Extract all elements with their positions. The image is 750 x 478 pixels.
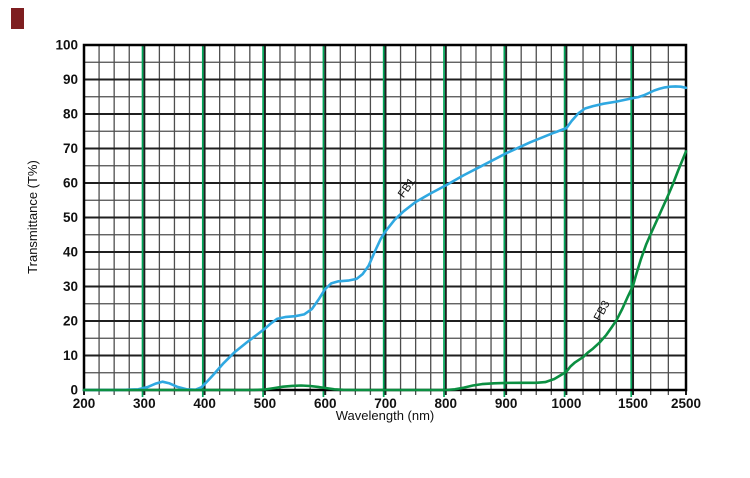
y-tick-label: 0 bbox=[70, 383, 78, 398]
curve-fb1 bbox=[82, 85, 688, 392]
x-tick-label: 2500 bbox=[671, 396, 701, 411]
x-tick-label: 400 bbox=[193, 396, 216, 411]
y-tick-label: 100 bbox=[55, 38, 78, 53]
y-axis-title: Transmittance (T%) bbox=[25, 160, 40, 274]
x-axis-title: Wavelength (nm) bbox=[336, 408, 435, 423]
x-tick-label: 1500 bbox=[618, 396, 648, 411]
y-tick-label: 30 bbox=[63, 279, 78, 294]
y-tick-label: 70 bbox=[63, 141, 78, 156]
x-tick-label: 600 bbox=[314, 396, 337, 411]
x-tick-label: 700 bbox=[374, 396, 397, 411]
y-tick-label: 50 bbox=[63, 210, 78, 225]
series-label-fb3: FB3 bbox=[592, 299, 612, 323]
y-tick-label: 10 bbox=[63, 348, 78, 363]
x-tick-label: 500 bbox=[254, 396, 277, 411]
curve-fb3 bbox=[82, 150, 688, 392]
series-label-fb1: FB1 bbox=[396, 176, 418, 200]
x-tick-label: 800 bbox=[435, 396, 458, 411]
x-tick-label: 300 bbox=[133, 396, 156, 411]
highlight-gridlines bbox=[141, 45, 633, 397]
x-tick-label: 1000 bbox=[551, 396, 581, 411]
y-tick-label: 80 bbox=[63, 107, 78, 122]
y-tick-label: 20 bbox=[63, 314, 78, 329]
y-tick-label: 40 bbox=[63, 245, 78, 260]
y-tick-label: 60 bbox=[63, 176, 78, 191]
corner-mark bbox=[11, 8, 24, 29]
major-gridlines bbox=[84, 45, 686, 390]
curves bbox=[82, 85, 688, 392]
x-tick-label: 200 bbox=[73, 396, 96, 411]
x-tick-label: 900 bbox=[495, 396, 518, 411]
y-tick-label: 90 bbox=[63, 72, 78, 87]
tick-labels: 200 300 400 500 600 700 800 900 1000 1500 2500 0 10 2… bbox=[55, 38, 701, 412]
